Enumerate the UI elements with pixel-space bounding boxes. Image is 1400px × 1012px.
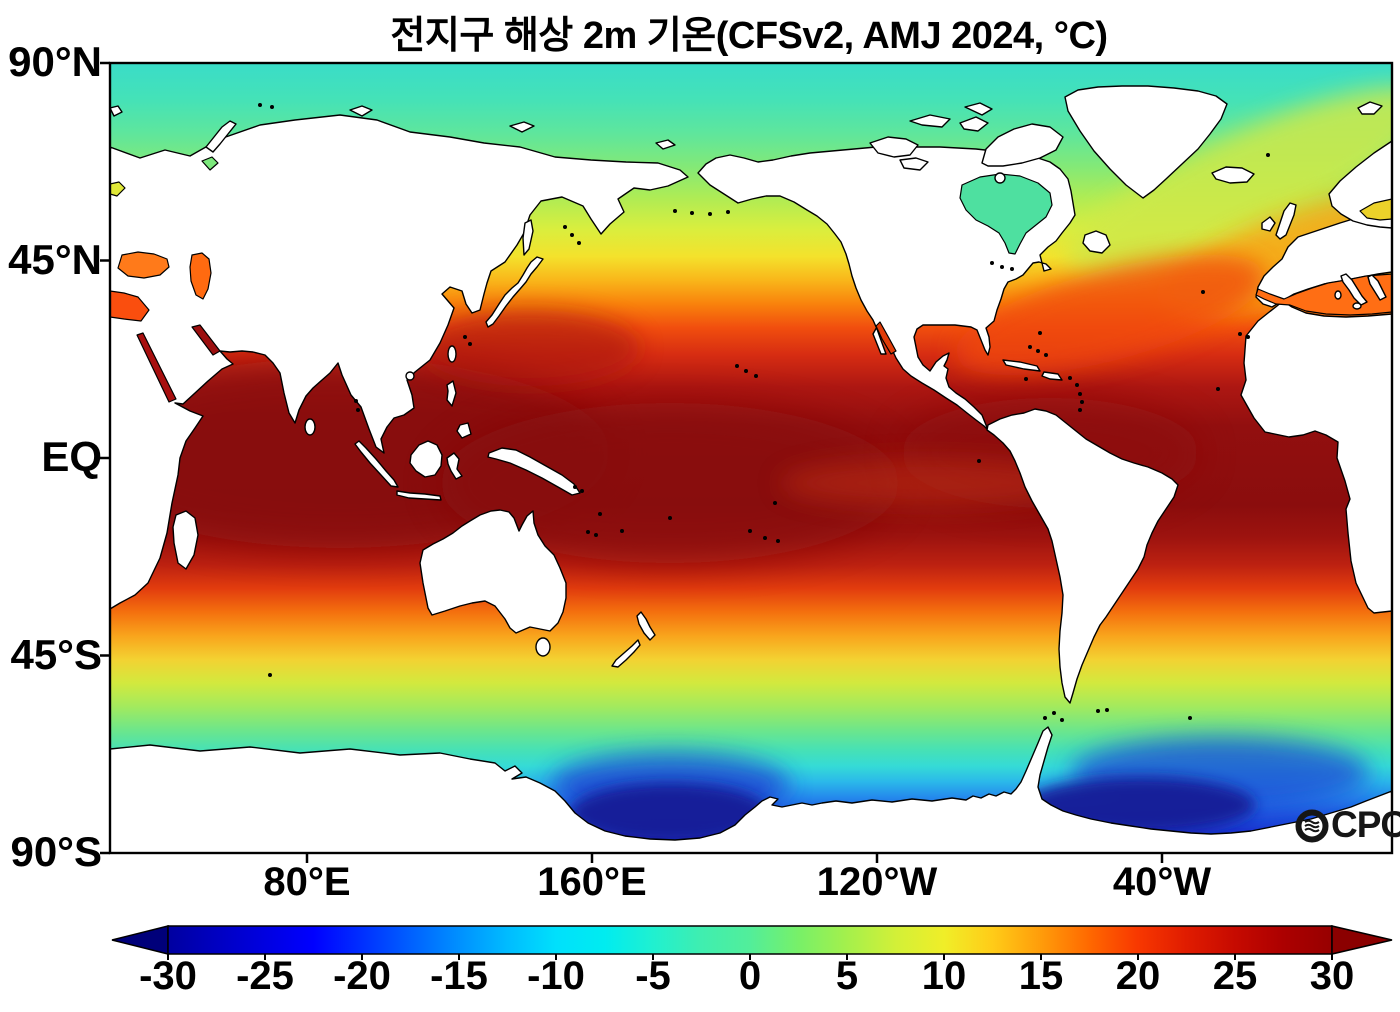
- page-title: 전지구 해상 2m 기온(CFSv2, AMJ 2024, °C): [390, 15, 1108, 57]
- hainan: [405, 371, 415, 381]
- arctic-archipelago-3: [964, 102, 993, 116]
- y-tick-label-90n: 90°N: [8, 38, 102, 86]
- eurasia-africa-landmass: [110, 114, 689, 610]
- colorbar-label-0: 0: [738, 954, 762, 998]
- colorbar-label-20: 20: [1115, 954, 1161, 998]
- continents: [110, 85, 1392, 853]
- africa-northwest: [1240, 300, 1392, 614]
- tasmania: [535, 637, 551, 657]
- victoria-island: [869, 136, 919, 158]
- colorbar-label-5: 5: [835, 954, 859, 998]
- great-britain: [1275, 202, 1297, 240]
- persian-gulf: [191, 324, 221, 356]
- new-guinea: [487, 447, 581, 496]
- axis-ticks: [100, 61, 1164, 863]
- ireland: [1261, 216, 1276, 232]
- baltic-sea-left-edge: [110, 181, 126, 197]
- island-specks: [258, 103, 1270, 722]
- colorbar-left-arrow: [111, 925, 169, 955]
- borneo: [409, 440, 443, 478]
- java: [396, 490, 442, 501]
- south-america: [986, 408, 1179, 704]
- cpc-logo: CPC: [1295, 804, 1400, 844]
- colorbar-label--20: -20: [333, 954, 391, 998]
- mindanao: [456, 422, 472, 439]
- hispaniola: [1041, 371, 1063, 381]
- hudson-bay: [959, 173, 1053, 255]
- colorbar-label--15: -15: [430, 954, 488, 998]
- sakhalin: [522, 219, 534, 256]
- colorbar-label-15: 15: [1018, 954, 1064, 998]
- luzon: [446, 380, 457, 407]
- sri-lanka: [304, 418, 316, 436]
- australia: [419, 509, 567, 634]
- x-tick-label-40w: 40°W: [1112, 860, 1212, 904]
- sumatra: [354, 440, 399, 488]
- ocean-temperature-field: [110, 63, 1392, 853]
- antarctica: [110, 726, 1392, 853]
- sardinia: [1334, 290, 1342, 300]
- wrangel-island: [655, 139, 676, 150]
- islands: [110, 101, 1387, 668]
- sulawesi: [446, 452, 463, 480]
- new-zealand-south: [611, 639, 641, 668]
- madagascar: [172, 510, 199, 570]
- sicily: [1352, 302, 1362, 310]
- new-zealand-north: [636, 611, 656, 641]
- greece-balkans: [1367, 274, 1387, 301]
- newfoundland: [1082, 230, 1111, 254]
- colorbar-label--30: -30: [139, 954, 197, 998]
- baffin-island: [981, 123, 1064, 167]
- ross-sea-cold-pocket: [570, 783, 770, 843]
- colorbar-label-25: 25: [1212, 954, 1258, 998]
- cuba: [1002, 359, 1041, 372]
- y-tick-label-90s: 90°S: [10, 828, 102, 876]
- y-tick-label-eq: EQ: [41, 433, 102, 481]
- colorbar-svg: [111, 925, 1393, 960]
- map-svg: [100, 61, 1394, 863]
- colorbar-ticks: [167, 954, 1333, 960]
- new-siberian-islands: [509, 121, 535, 133]
- east-pacific-cold-tongue: [780, 459, 1080, 507]
- x-tick-label-80e: 80°E: [263, 860, 351, 904]
- greenland: [1064, 85, 1228, 199]
- east-mediterranean: [110, 290, 150, 322]
- west-pacific-warm-pool: [440, 403, 900, 563]
- circle-waves-icon: [1295, 809, 1329, 843]
- colorbar-right-arrow: [1331, 925, 1393, 955]
- gulf-stream-warm-patch: [955, 254, 1265, 376]
- colorbar-label-30: 30: [1309, 954, 1355, 998]
- y-tick-label-45s: 45°S: [10, 631, 102, 679]
- severnaya-zemlya: [349, 105, 373, 117]
- kuroshio-front: [420, 310, 640, 386]
- banks-island: [899, 157, 929, 171]
- southampton-island: [994, 172, 1006, 184]
- arctic-archipelago-2: [959, 116, 989, 132]
- caspian-sea: [189, 252, 212, 300]
- black-sea: [117, 251, 170, 279]
- svalbard-left-edge: [110, 105, 123, 117]
- y-tick-label-45n: 45°N: [8, 236, 102, 284]
- colorbar-label--5: -5: [635, 954, 671, 998]
- arctic-archipelago-1: [909, 114, 951, 128]
- colorbar-label--25: -25: [236, 954, 294, 998]
- x-tick-label-120w: 120°W: [816, 860, 938, 904]
- colorbar: [110, 924, 1394, 962]
- colorbar-label--10: -10: [527, 954, 585, 998]
- iceland: [1211, 166, 1255, 184]
- baltic-sea: [1359, 198, 1392, 221]
- japan: [485, 256, 544, 328]
- colorbar-label-10: 10: [921, 954, 967, 998]
- north-atlantic-warm-tongue: [1066, 87, 1392, 275]
- white-sea: [201, 156, 219, 171]
- novaya-zemlya: [205, 120, 237, 153]
- red-sea: [136, 332, 177, 403]
- colorbar-gradient-bar: [167, 925, 1333, 955]
- taiwan: [447, 345, 457, 363]
- x-tick-label-160e: 160°E: [537, 860, 647, 904]
- svalbard: [1357, 101, 1383, 115]
- gulf-of-california: [875, 321, 897, 355]
- cpc-logo-text: CPC: [1331, 803, 1400, 845]
- temperature-map: [98, 59, 1400, 868]
